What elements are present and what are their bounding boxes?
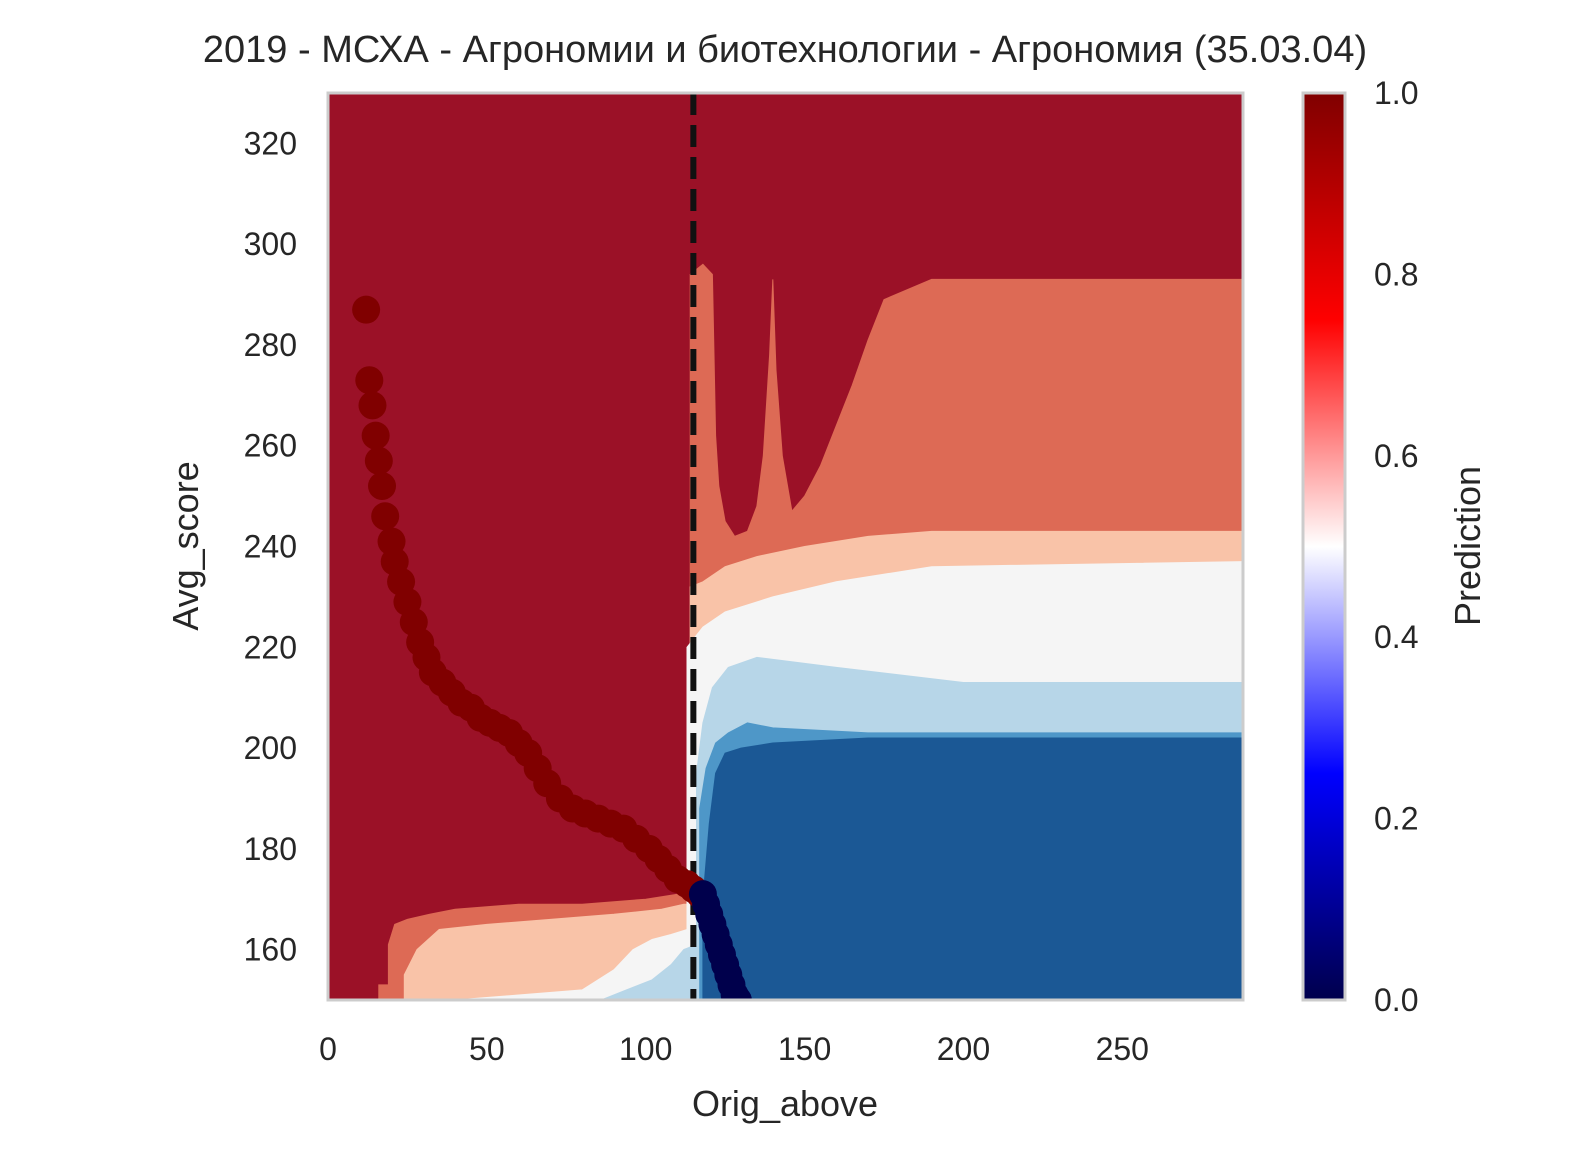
data-point xyxy=(355,366,384,395)
colorbar-tick-label: 0.0 xyxy=(1374,982,1418,1018)
x-axis: 0 50 100 150 200 250 xyxy=(319,1031,1149,1067)
x-tick-label: 200 xyxy=(937,1031,990,1067)
colorbar-tick-label: 1.0 xyxy=(1374,75,1418,111)
x-tick-label: 0 xyxy=(319,1031,337,1067)
data-point xyxy=(368,472,397,501)
y-tick-label: 180 xyxy=(244,831,297,867)
data-point xyxy=(361,421,390,450)
colorbar-tick-label: 0.8 xyxy=(1374,256,1418,292)
colorbar-label: Prediction xyxy=(1447,466,1488,626)
region-low-prediction-block xyxy=(702,737,1243,1000)
data-point xyxy=(358,391,387,420)
x-axis-label: Orig_above xyxy=(692,1083,878,1124)
y-tick-label: 160 xyxy=(244,932,297,968)
data-point xyxy=(723,986,752,1000)
y-axis: 160 180 200 220 240 260 280 300 320 xyxy=(244,125,297,967)
y-axis-label: Avg_score xyxy=(165,461,206,630)
data-point xyxy=(371,502,400,531)
data-point xyxy=(352,295,381,324)
region-lower-light-blue-band xyxy=(601,943,697,1000)
y-tick-label: 260 xyxy=(244,428,297,464)
data-point xyxy=(364,446,393,475)
x-tick-label: 250 xyxy=(1096,1031,1149,1067)
colorbar-gradient xyxy=(1301,91,1347,1002)
x-tick-label: 50 xyxy=(469,1031,505,1067)
y-tick-label: 200 xyxy=(244,730,297,766)
x-tick-label: 100 xyxy=(619,1031,672,1067)
y-tick-label: 300 xyxy=(244,226,297,262)
colorbar-tick-label: 0.2 xyxy=(1374,801,1418,837)
x-tick-label: 150 xyxy=(778,1031,831,1067)
colorbar-tick-label: 0.6 xyxy=(1374,438,1418,474)
y-tick-label: 220 xyxy=(244,629,297,665)
y-tick-label: 280 xyxy=(244,327,297,363)
plot-area xyxy=(328,93,1243,1000)
colorbar: 0.0 0.2 0.4 0.6 0.8 1.0 Prediction xyxy=(1301,75,1488,1018)
plot-frame xyxy=(326,91,1245,1002)
chart-title: 2019 - МСХА - Агрономии и биотехнологии … xyxy=(203,29,1367,71)
colorbar-tick-label: 0.4 xyxy=(1374,619,1418,655)
y-tick-label: 320 xyxy=(244,125,297,161)
y-tick-label: 240 xyxy=(244,529,297,565)
